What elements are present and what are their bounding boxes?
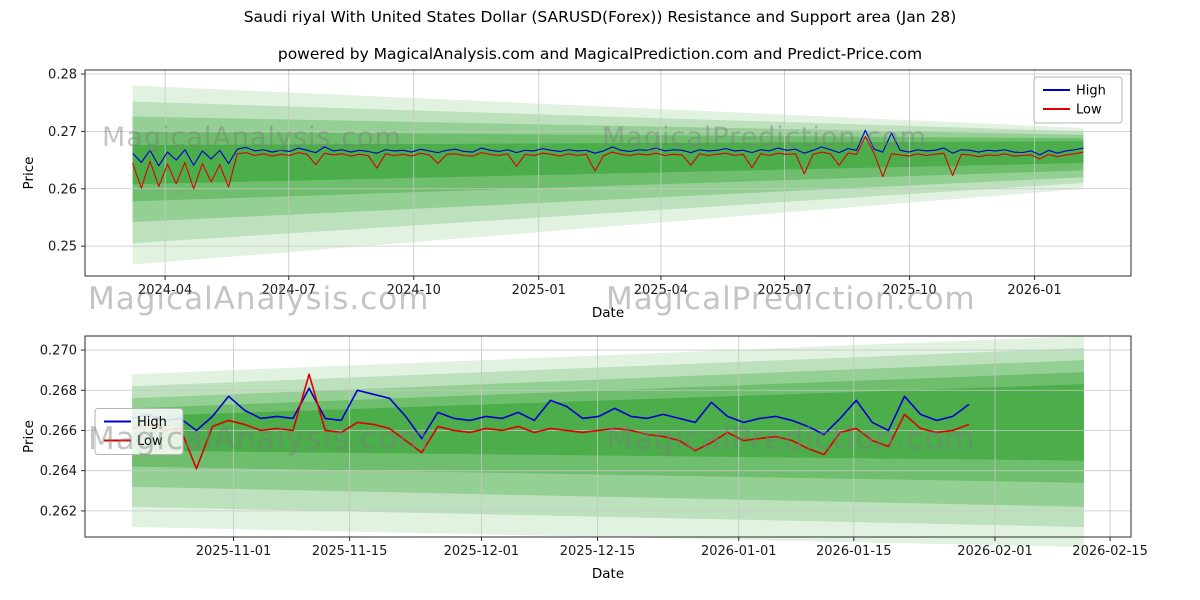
x-tick-label: 2026-02-15 [1072, 544, 1148, 559]
legend-low-label: Low [137, 434, 163, 449]
x-tick-label: 2025-01 [512, 283, 566, 298]
y-tick-label: 0.25 [48, 240, 77, 255]
y-tick-label: 0.28 [48, 68, 77, 83]
legend-high-label: High [137, 415, 167, 430]
x-tick-label: 2024-04 [138, 283, 192, 298]
axes-spine [84, 69, 1132, 277]
x-tick-label: 2025-10 [882, 283, 936, 298]
x-tick-label: 2024-07 [262, 283, 316, 298]
legend-high-label: High [1076, 84, 1106, 99]
top-chart: 2024-04 2024-07 2024-10 2025-01 2025-04 2025-… [21, 68, 1132, 321]
x-tick-label: 2024-10 [387, 283, 441, 298]
x-tick-label: 2025-11-15 [312, 544, 388, 559]
axes-spine [84, 335, 1132, 538]
y-axis-label: Price [21, 420, 37, 453]
low-line [131, 373, 970, 470]
figure-title: Saudi riyal With United States Dollar (S… [243, 8, 957, 26]
y-axis-label: Price [21, 157, 37, 190]
low-line [132, 136, 1084, 190]
legend: High Low [1033, 76, 1123, 124]
y-tick-label: 0.268 [40, 384, 77, 399]
x-tick-label: 2025-04 [634, 283, 688, 298]
high-line [131, 387, 970, 440]
x-tick-label: 2025-07 [757, 283, 811, 298]
y-tick-label: 0.270 [40, 344, 77, 359]
x-tick-label: 2025-11-01 [196, 544, 272, 559]
x-axis-label: Date [592, 305, 624, 321]
legend: High Low [94, 408, 184, 455]
x-tick-label: 2026-01 [1007, 283, 1061, 298]
y-tick-label: 0.262 [40, 504, 77, 519]
support-resistance-band [132, 85, 1084, 265]
legend-box [94, 408, 184, 455]
y-tick-label: 0.26 [48, 182, 77, 197]
bottom-chart: 2025-11-01 2025-11-15 2025-12-01 2025-12-15… [21, 335, 1148, 582]
y-tick-label: 0.27 [48, 125, 77, 140]
y-tick-label: 0.266 [40, 424, 77, 439]
legend-low-label: Low [1076, 103, 1102, 118]
x-axis-label: Date [592, 566, 624, 582]
legend-box [1033, 76, 1123, 124]
support-resistance-band [132, 384, 1084, 461]
x-tick-label: 2025-12-15 [560, 544, 636, 559]
x-tick-label: 2026-01-15 [816, 544, 892, 559]
x-tick-label: 2026-02-01 [957, 544, 1033, 559]
x-tick-label: 2025-12-01 [444, 544, 520, 559]
y-tick-label: 0.264 [40, 464, 77, 479]
high-line [132, 129, 1084, 167]
figure-subtitle: powered by MagicalAnalysis.com and Magic… [277, 45, 923, 63]
x-tick-label: 2026-01-01 [701, 544, 777, 559]
